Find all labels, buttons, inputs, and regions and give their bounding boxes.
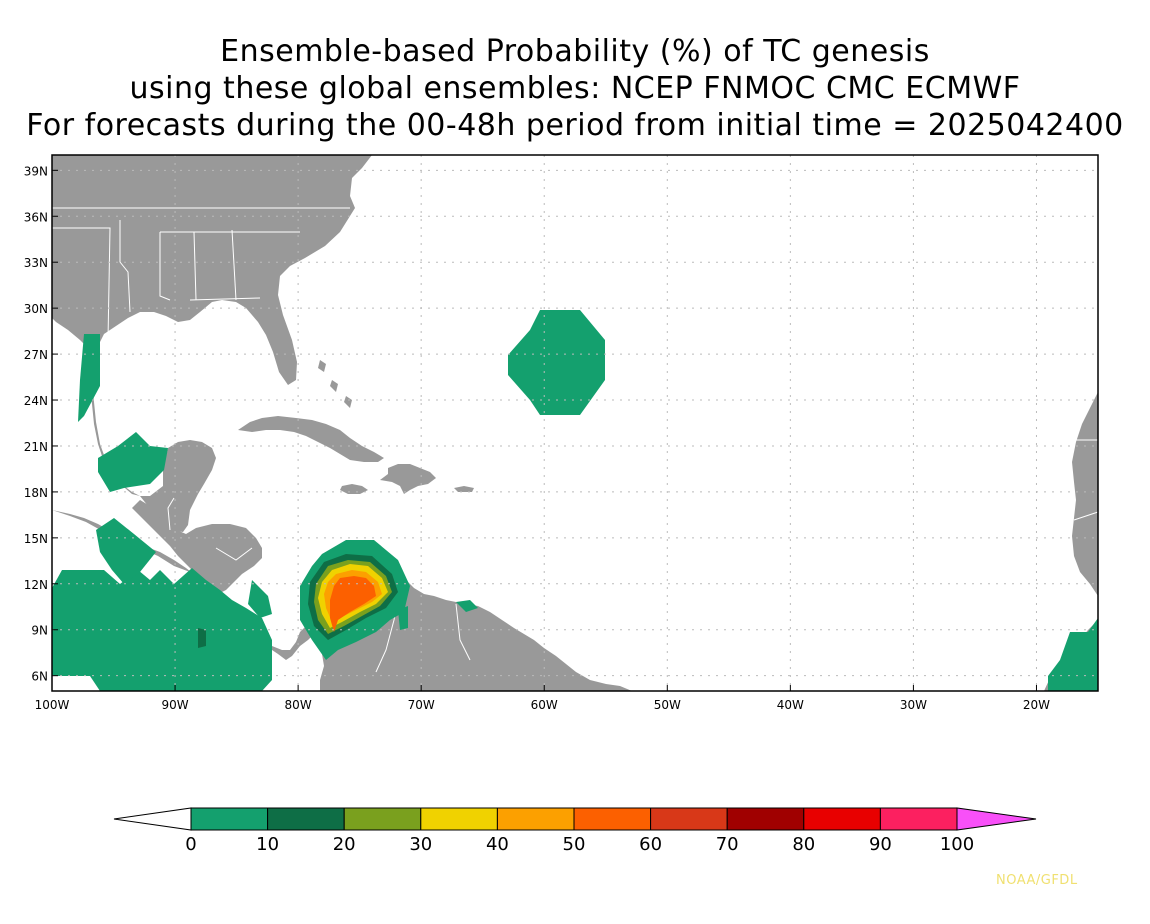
lon-label: 60W [531, 698, 558, 712]
map-gridlines [52, 155, 1098, 691]
lon-label: 50W [654, 698, 681, 712]
genesis-area-atlantic [508, 310, 605, 415]
state-border [193, 231, 197, 301]
colorbar-swatch [573, 807, 652, 831]
north-america-land [52, 155, 372, 532]
bahamas-land [318, 360, 352, 408]
state-border [231, 229, 237, 301]
jamaica-land [340, 484, 368, 494]
colorbar-under-triangle [113, 807, 192, 831]
colorbar-tick-label: 20 [333, 834, 356, 855]
genesis-area-east-pacific [52, 568, 272, 691]
credit-label: NOAA/GFDL [996, 873, 1078, 888]
lat-label: 39N [24, 164, 48, 178]
colorbar-swatch [343, 807, 422, 831]
state-border [119, 220, 131, 313]
colorbar-over-triangle [956, 807, 1037, 831]
state-border [189, 297, 261, 301]
probability-contours [52, 310, 1098, 691]
border-belize [167, 497, 175, 531]
lat-label: 24N [24, 394, 48, 408]
lon-label: 90W [161, 698, 188, 712]
genesis-area-venezuela-coast [456, 600, 478, 612]
colorbar-swatch [420, 807, 498, 831]
genesis-area-east-pacific-2 [96, 518, 156, 584]
genesis-area-campeche [98, 432, 168, 492]
central-america-land [52, 500, 316, 660]
hispaniola-land [380, 464, 436, 494]
chart-title-line-3: For forecasts during the 00-48h period f… [26, 108, 1124, 143]
colorbar-tick-label: 70 [716, 834, 739, 855]
border-central-america [215, 547, 253, 561]
genesis-area-west-africa [1048, 618, 1098, 691]
political-borders [52, 207, 1099, 673]
colorbar-tick-label: 10 [256, 834, 279, 855]
lat-label: 30N [24, 302, 48, 316]
genesis-area-pacific-costa-rica [248, 580, 272, 618]
chart-title-line-2: using these global ensembles: NCEP FNMOC… [129, 71, 1021, 106]
lat-label: 9N [31, 624, 48, 638]
lon-label: 30W [900, 698, 927, 712]
colorbar-tick-label: 90 [869, 834, 892, 855]
chart-title-line-1: Ensemble-based Probability (%) of TC gen… [220, 34, 930, 69]
colorbar-swatch [190, 807, 269, 831]
colorbar-tick-label: 40 [486, 834, 509, 855]
lat-label: 12N [24, 578, 48, 592]
colorbar-swatch [803, 807, 881, 831]
africa-land [1072, 392, 1098, 596]
lat-label: 36N [24, 210, 48, 224]
lat-label: 6N [31, 670, 48, 684]
longitude-labels: 100W 90W 80W 70W 60W 50W 40W 30W 20W [35, 685, 1050, 712]
latitude-labels: 39N 36N 33N 30N 27N 24N 21N 18N 15N 12N 9N 6N [24, 164, 58, 684]
colorbar-tick-label: 100 [940, 834, 974, 855]
colorbar: 0 10 20 30 40 50 60 70 80 90 100 [113, 807, 1037, 855]
lat-label: 27N [24, 348, 48, 362]
border-west-africa [1073, 511, 1099, 521]
lon-label: 40W [777, 698, 804, 712]
lat-label: 21N [24, 440, 48, 454]
colorbar-swatch [267, 807, 345, 831]
colorbar-tick-label: 0 [185, 834, 196, 855]
colorbar-swatch [650, 807, 728, 831]
genesis-area-gulf-coast [78, 334, 100, 422]
colorbar-tick-label: 80 [792, 834, 815, 855]
state-border [159, 232, 171, 301]
genesis-area-caribbean-small [398, 606, 408, 630]
genesis-area-caribbean-50 [330, 576, 376, 632]
colorbar-tick-label: 50 [563, 834, 586, 855]
lon-label: 20W [1023, 698, 1050, 712]
lon-label: 80W [285, 698, 312, 712]
colorbar-swatch [726, 807, 805, 831]
colorbar-tick-label: 60 [639, 834, 662, 855]
colorbar-swatch [496, 807, 575, 831]
colorbar-tick-label: 30 [409, 834, 432, 855]
map-panel: 39N 36N 33N 30N 27N 24N 21N 18N 15N 12N 9N 6N 100W 9… [24, 154, 1099, 712]
lat-label: 33N [24, 256, 48, 270]
lon-label: 70W [408, 698, 435, 712]
map-frame [51, 154, 1099, 692]
border-venezuela-guyana [455, 603, 471, 661]
lon-label: 100W [35, 698, 70, 712]
us-mexico-border [52, 227, 111, 341]
genesis-area-pacific-small [198, 628, 206, 648]
lat-label: 18N [24, 486, 48, 500]
lat-label: 15N [24, 532, 48, 546]
puerto-rico-land [454, 486, 474, 492]
colorbar-swatch [879, 807, 958, 831]
cuba-land [238, 416, 384, 462]
